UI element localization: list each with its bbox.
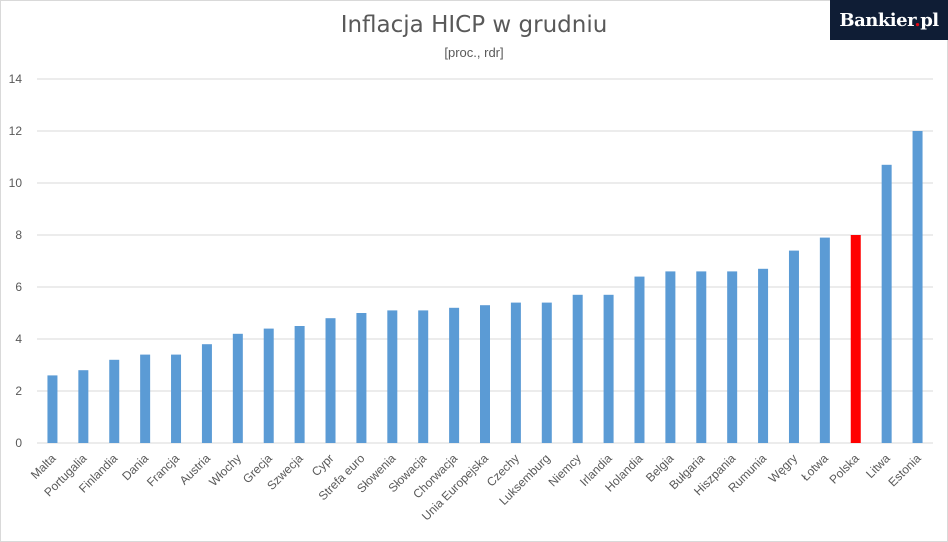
- bar: [109, 359, 120, 443]
- chart-title: Inflacja HICP w grudniu: [340, 12, 608, 38]
- bar: [541, 302, 552, 443]
- y-tick-label: 0: [15, 436, 22, 450]
- bar-layer: [47, 131, 923, 444]
- bar: [78, 370, 89, 443]
- bar: [263, 328, 274, 443]
- bar: [572, 294, 583, 443]
- bar: [727, 271, 738, 443]
- x-tick-label: Cypr: [309, 451, 337, 479]
- bar: [696, 271, 707, 443]
- chart-subtitle: [proc., rdr]: [444, 45, 504, 60]
- x-tick-label: Włochy: [206, 451, 244, 489]
- bar: [294, 326, 305, 443]
- x-tick-label: Austria: [177, 451, 214, 488]
- bar: [665, 271, 676, 443]
- bar: [356, 313, 367, 443]
- y-tick-label: 4: [15, 332, 22, 346]
- bar: [758, 268, 769, 443]
- bar: [634, 276, 645, 443]
- bankier-logo: Bankier.pl: [830, 0, 948, 40]
- logo-text: Bankier.pl: [839, 9, 939, 31]
- bar: [480, 305, 490, 443]
- x-tick-label: Łotwa: [798, 451, 831, 484]
- y-tick-label: 10: [9, 176, 23, 190]
- bar: [201, 344, 212, 443]
- logo-text-suffix: pl: [920, 9, 939, 31]
- bar: [449, 307, 460, 443]
- bar: [510, 302, 521, 443]
- x-tick-label: Polska: [827, 451, 863, 487]
- x-tick-label: Estonia: [885, 451, 923, 489]
- bar: [232, 333, 243, 443]
- bar: [788, 250, 799, 443]
- y-tick-label: 2: [15, 384, 22, 398]
- bar: [418, 310, 429, 443]
- bar: [881, 164, 892, 444]
- bar: [47, 375, 58, 443]
- bar: [912, 131, 923, 443]
- x-tick-label: Węgry: [766, 451, 800, 485]
- bar: [387, 310, 398, 443]
- bar: [603, 294, 614, 443]
- logo-text-main: Bankier: [839, 9, 915, 31]
- x-tick-label: Niemcy: [546, 451, 584, 489]
- y-tick-label: 8: [15, 228, 22, 242]
- bar: [819, 237, 830, 443]
- logo-text-dot: .: [914, 9, 921, 31]
- bar: [850, 235, 861, 443]
- bar: [325, 318, 336, 443]
- y-tick-label: 6: [15, 280, 22, 294]
- bar: [140, 354, 151, 443]
- x-tick-label: Francja: [144, 451, 182, 489]
- y-tick-label: 12: [9, 124, 23, 138]
- y-tick-label: 14: [9, 72, 23, 86]
- bar: [171, 354, 182, 443]
- label-layer: 02468101214MaltaPortugaliaFinlandiaDania…: [9, 72, 924, 523]
